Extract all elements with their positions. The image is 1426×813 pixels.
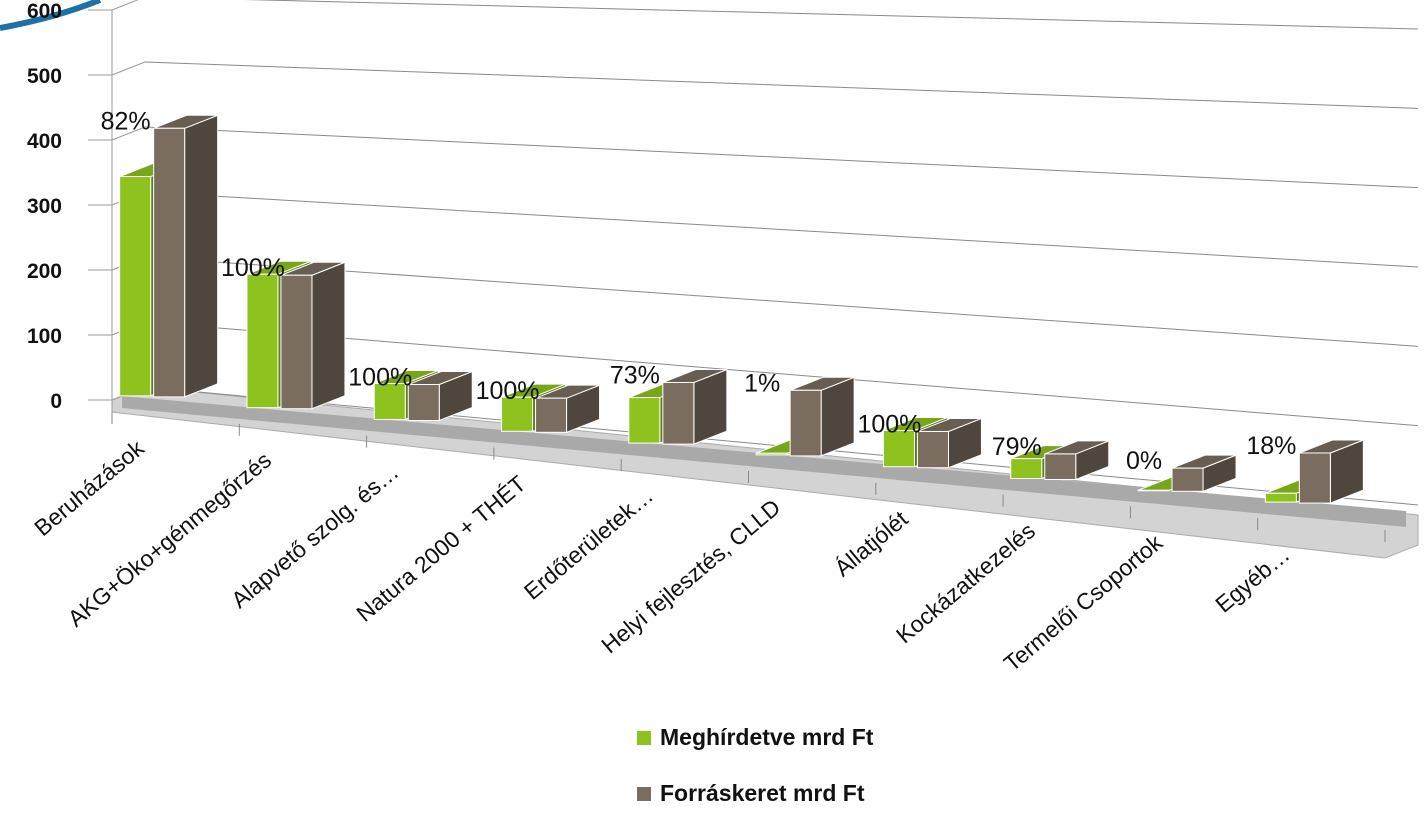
gridline [144, 61, 1419, 109]
gridline [244, 0, 1419, 30]
data-label: 100% [221, 254, 285, 282]
data-label: 100% [476, 377, 540, 405]
bar-forraskeret [662, 368, 728, 445]
gridline-side [111, 0, 139, 11]
data-label: 100% [857, 410, 921, 438]
y-tick-label: 200 [27, 260, 62, 283]
data-label: 18% [1246, 432, 1296, 460]
bar-forraskeret [535, 384, 601, 434]
y-tick-label: 100 [27, 325, 62, 348]
gridline [144, 256, 1419, 347]
data-label: 82% [101, 107, 151, 135]
legend-label: Forráskeret mrd Ft [660, 780, 865, 806]
category-label: Beruházások [29, 434, 149, 541]
category-label: Erdőterületek… [519, 482, 658, 605]
category-label: Állatjólét [829, 505, 913, 581]
y-axis: 0 100 200 300 400 500 600 [27, 0, 1386, 542]
y-tick-label: 400 [27, 130, 62, 153]
bar-forraskeret [407, 370, 473, 422]
category-label: Termelői Csoportok [999, 529, 1168, 677]
bar-forraskeret [280, 261, 346, 410]
data-label: 0% [1126, 447, 1162, 475]
gridline-side [111, 126, 146, 141]
gridline [144, 126, 1419, 189]
y-tick-label: 300 [27, 195, 62, 218]
data-label: 1% [744, 369, 780, 397]
category-label: Egyéb… [1210, 541, 1294, 618]
bar-forraskeret [1171, 454, 1237, 493]
bars [119, 114, 1364, 504]
gridline-side [111, 61, 146, 76]
bar-forraskeret [153, 114, 219, 398]
bar-forraskeret [1044, 440, 1110, 481]
legend-swatch [637, 787, 651, 801]
bar-forraskeret [789, 376, 855, 457]
bar-forraskeret [916, 417, 982, 469]
gridline [144, 191, 1419, 268]
data-label: 73% [610, 361, 660, 389]
gridline [144, 321, 1419, 427]
data-labels: 82% 100% 100% 100% 73% 1% 100% 79% 0% 18% [101, 107, 1297, 475]
data-label: 100% [348, 363, 412, 391]
category-label: Kockázatkezelés [891, 517, 1040, 648]
bar-forraskeret [1298, 439, 1364, 504]
legend-item: Meghírdetve mrd Ft [637, 724, 874, 750]
floor-shadow [122, 396, 1406, 527]
y-tick-label: 0 [50, 390, 62, 413]
y-tick-label: 600 [27, 0, 62, 23]
legend-label: Meghírdetve mrd Ft [660, 724, 874, 750]
legend-item: Forráskeret mrd Ft [637, 780, 865, 806]
corner-swoosh [0, 0, 102, 31]
legend: Meghírdetve mrd Ft Forráskeret mrd Ft [637, 724, 874, 806]
y-tick-label: 500 [27, 65, 62, 88]
legend-swatch [637, 731, 651, 745]
data-label: 79% [992, 433, 1042, 461]
